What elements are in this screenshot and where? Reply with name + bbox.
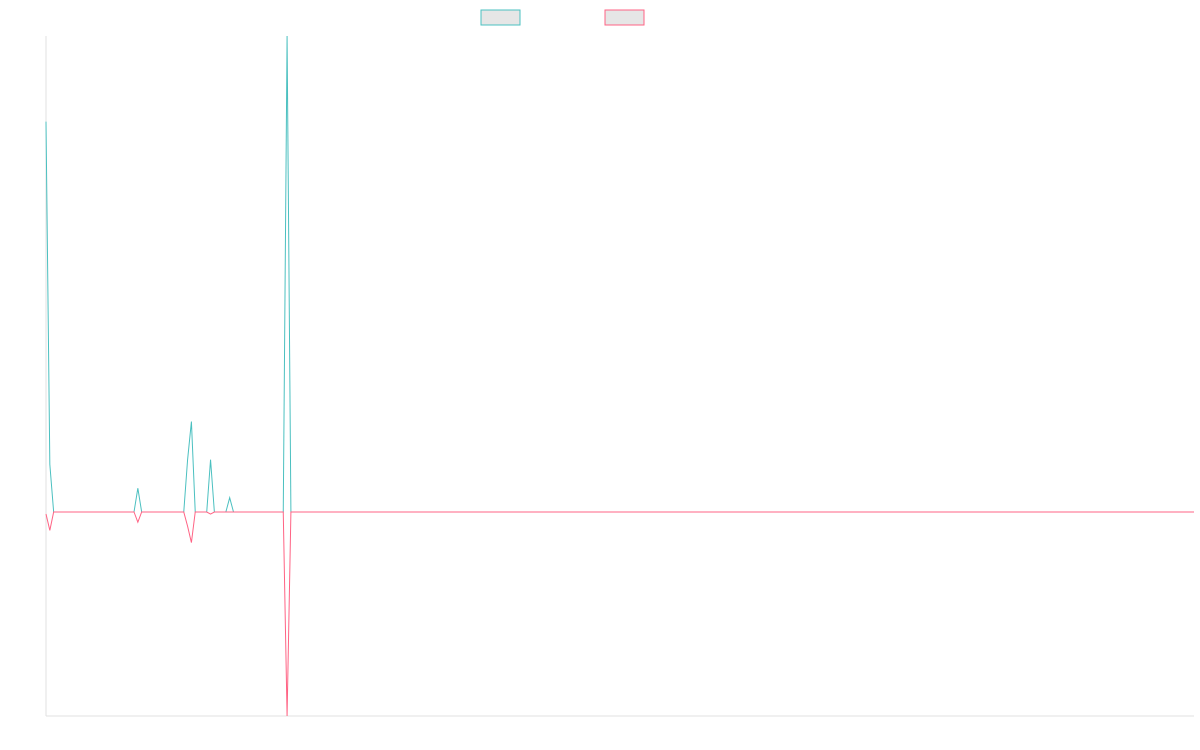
legend bbox=[480, 9, 645, 26]
legend-swatch-2[interactable] bbox=[604, 9, 645, 26]
plot-area bbox=[45, 35, 1194, 717]
legend-swatch-1[interactable] bbox=[480, 9, 521, 26]
series-line-1 bbox=[45, 35, 1194, 513]
axes bbox=[45, 36, 1194, 717]
series-line-2 bbox=[45, 511, 1194, 717]
